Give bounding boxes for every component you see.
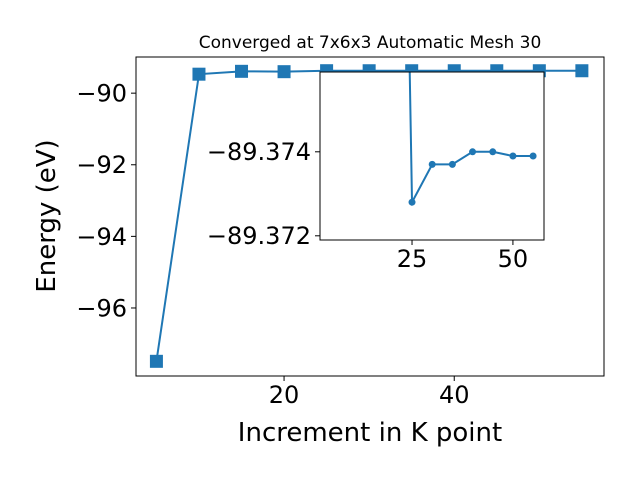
marker xyxy=(469,148,477,156)
marker xyxy=(428,160,436,168)
marker xyxy=(529,152,537,160)
y-tick-label: −90 xyxy=(76,80,127,108)
axes-frame xyxy=(135,56,605,377)
axes-frame xyxy=(319,71,545,241)
marker xyxy=(149,354,163,368)
marker xyxy=(509,152,517,160)
y-tick-label: −94 xyxy=(76,223,127,251)
y-tick-label: −92 xyxy=(76,151,127,179)
marker xyxy=(575,64,589,78)
marker xyxy=(489,148,497,156)
y-tick-label: −89.374 xyxy=(207,138,311,166)
x-axis-label: Increment in K point xyxy=(238,418,502,448)
plot-area xyxy=(149,64,589,368)
y-axis-label: Energy (eV) xyxy=(32,139,62,292)
x-tick-label: 50 xyxy=(498,245,529,273)
chart-title: Converged at 7x6x3 Automatic Mesh 30 xyxy=(199,33,542,53)
marker xyxy=(448,160,456,168)
x-tick-label: 25 xyxy=(397,245,428,273)
y-tick-label: −96 xyxy=(76,294,127,322)
x-tick-label: 20 xyxy=(269,381,300,409)
x-tick-label: 40 xyxy=(439,381,470,409)
marker xyxy=(408,198,416,206)
y-tick-label: −89.372 xyxy=(207,222,311,250)
marker xyxy=(235,64,249,78)
plot-area xyxy=(408,72,537,207)
marker xyxy=(277,65,291,79)
marker xyxy=(192,67,206,81)
inset-background xyxy=(320,72,544,240)
